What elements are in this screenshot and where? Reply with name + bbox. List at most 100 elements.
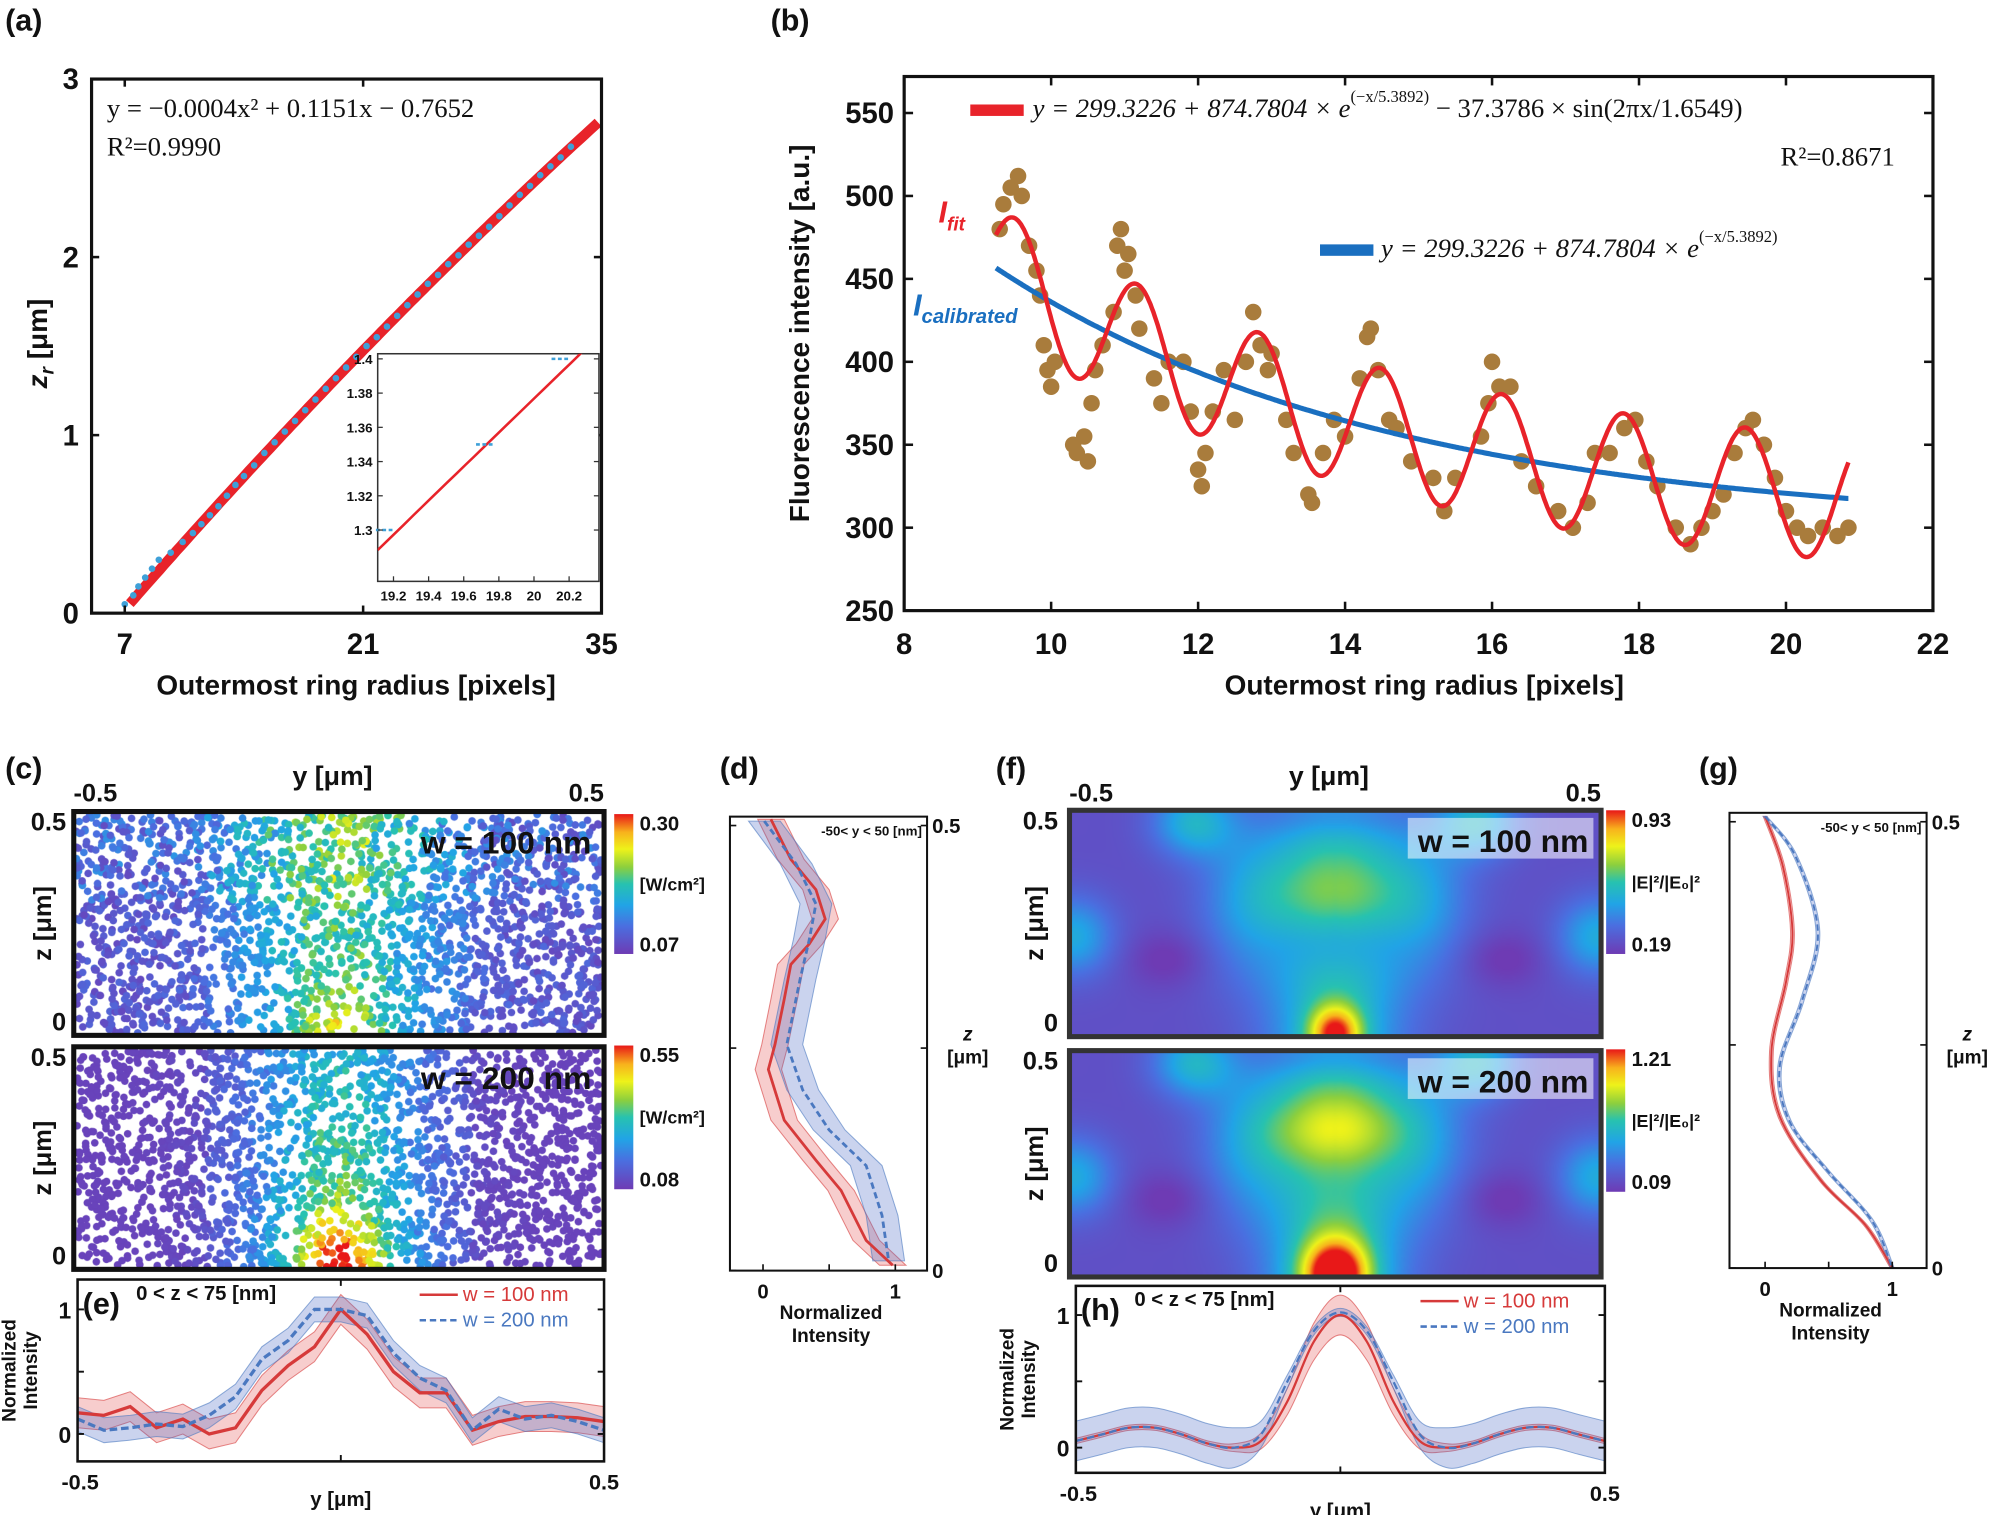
axes-frame bbox=[1074, 1284, 1607, 1475]
y-tick-label: 450 bbox=[845, 264, 894, 296]
x-tick-label: 8 bbox=[896, 629, 912, 661]
calibrated-equation-exponent: (−x/5.3892) bbox=[1699, 227, 1778, 246]
panel-label-c: (c) bbox=[5, 751, 42, 785]
data-point bbox=[271, 438, 278, 446]
data-point bbox=[121, 600, 129, 608]
x-tick-label: 7 bbox=[117, 629, 133, 661]
region-annotation: 0 < z < 75 [nm] bbox=[1134, 1289, 1274, 1311]
inset-fit-curve bbox=[377, 353, 583, 552]
fit-curve bbox=[994, 215, 1851, 560]
x-tick-label: 20 bbox=[1770, 629, 1803, 661]
colorbar-max-label: 0.93 bbox=[1632, 810, 1672, 832]
data-point bbox=[496, 212, 503, 220]
top-x-tick-label-right: 0.5 bbox=[1566, 779, 1601, 807]
y-axis-label: z [μm] bbox=[29, 886, 57, 961]
inset-x-tick-label: 20 bbox=[527, 588, 542, 603]
calibrated-label-subscript: calibrated bbox=[922, 306, 1019, 328]
y-tick-label: 1 bbox=[1057, 1303, 1070, 1329]
confidence-band bbox=[1762, 815, 1896, 1269]
data-point bbox=[485, 223, 493, 231]
calibrated-equation-main: y = 299.3226 + 874.7804 × e bbox=[1378, 233, 1699, 263]
data-point bbox=[1549, 502, 1567, 520]
y-tick-label-top: 0.5 bbox=[31, 1044, 66, 1072]
data-point bbox=[141, 574, 149, 581]
data-point bbox=[536, 171, 544, 179]
panel-label-h: (h) bbox=[1081, 1293, 1120, 1327]
top-axis-label: y [μm] bbox=[292, 761, 372, 791]
x-tick-label: 0 bbox=[757, 1282, 768, 1304]
data-point bbox=[1799, 527, 1817, 545]
axes-frame bbox=[76, 1278, 606, 1463]
data-point bbox=[1131, 320, 1148, 337]
y-tick-label: 0 bbox=[58, 1422, 71, 1448]
data-point bbox=[1215, 361, 1233, 379]
colorbar-min-label: 0.09 bbox=[1632, 1172, 1672, 1194]
data-point bbox=[1127, 287, 1144, 304]
series-line bbox=[76, 1307, 605, 1433]
data-point bbox=[148, 565, 156, 572]
colorbar-max-label: 0.30 bbox=[640, 814, 680, 836]
fit-legend-swatch bbox=[970, 104, 1024, 116]
x-tick-label: 14 bbox=[1329, 629, 1362, 661]
y-label-subscript: r bbox=[37, 365, 58, 374]
data-point bbox=[312, 396, 319, 403]
data-point bbox=[414, 291, 421, 298]
series-line bbox=[1764, 815, 1894, 1269]
x-tick-label: 35 bbox=[585, 629, 618, 661]
data-point bbox=[1120, 245, 1137, 263]
data-point bbox=[1153, 395, 1170, 412]
axes-frame bbox=[902, 74, 1935, 613]
y-tick-label-top: 0.5 bbox=[31, 809, 66, 837]
data-point bbox=[301, 406, 309, 414]
data-point bbox=[250, 462, 258, 469]
fit-equation-exponent: (−x/5.3892) bbox=[1351, 87, 1430, 106]
top-x-tick-label-right: 0.5 bbox=[569, 779, 604, 807]
y-axis-label: z [μm] bbox=[29, 1121, 57, 1196]
y-tick-label: 0 bbox=[1057, 1436, 1070, 1462]
x-tick-label: 1 bbox=[1887, 1279, 1898, 1301]
inset-y-tick-label: 1.36 bbox=[347, 420, 373, 435]
y-tick-label-bottom: 0 bbox=[1044, 1250, 1058, 1278]
intensity-scatter-map bbox=[76, 814, 602, 1033]
data-point bbox=[342, 364, 350, 371]
y-tick-label: 0.5 bbox=[1932, 812, 1960, 834]
data-point bbox=[1226, 411, 1244, 429]
y-tick-label: 2 bbox=[63, 242, 79, 274]
data-point bbox=[516, 191, 524, 199]
panel-c: y [μm]-0.5 0.5w = 100 nm0.50z [μm]0.30[W/… bbox=[29, 761, 705, 1272]
y-tick-label: 400 bbox=[845, 347, 894, 379]
panel-label-e: (e) bbox=[83, 1287, 120, 1321]
x-axis-label: y [μm] bbox=[1310, 1500, 1371, 1515]
colorbar-max-label: 1.21 bbox=[1632, 1049, 1672, 1071]
x-tick-label: 0.5 bbox=[1590, 1481, 1620, 1506]
x-axis-label: Intensity bbox=[792, 1326, 871, 1347]
data-point bbox=[1424, 469, 1442, 487]
x-axis-label: Intensity bbox=[1791, 1323, 1870, 1344]
y-tick-label: 0 bbox=[63, 598, 79, 630]
data-point bbox=[353, 353, 360, 361]
colorbar-min-label: 0.19 bbox=[1632, 934, 1672, 956]
calibrated-label-symbol: I bbox=[913, 289, 922, 323]
y-tick-label-bottom: 0 bbox=[1044, 1010, 1058, 1038]
legend-label: w = 100 nm bbox=[462, 1284, 569, 1306]
fit-label-subscript: fit bbox=[947, 214, 966, 235]
data-point bbox=[1726, 444, 1743, 462]
y-axis-label: [μm] bbox=[947, 1047, 988, 1068]
data-point bbox=[995, 195, 1012, 213]
y-label-unit: [μm] bbox=[22, 299, 53, 367]
inset-x-tick-label: 19.4 bbox=[416, 588, 443, 603]
data-point bbox=[281, 428, 289, 435]
title-background bbox=[1407, 817, 1594, 859]
data-point bbox=[129, 592, 137, 599]
data-point bbox=[404, 301, 411, 309]
panel-a: 7 21 35 0 1 2 3 Outermost ring radius [pixels] z… bbox=[22, 64, 618, 700]
colorbar bbox=[614, 1045, 634, 1190]
series-line bbox=[1075, 1311, 1606, 1450]
colorbar bbox=[1606, 810, 1626, 954]
y-tick-label: 500 bbox=[845, 181, 894, 213]
colorbar-min-label: 0.08 bbox=[640, 1170, 680, 1192]
map-title: w = 100 nm bbox=[1417, 823, 1588, 859]
map-title: w = 200 nm bbox=[420, 1060, 591, 1096]
data-point bbox=[232, 481, 239, 489]
fit-equation-main: y = 299.3226 + 874.7804 × e bbox=[1030, 93, 1351, 123]
